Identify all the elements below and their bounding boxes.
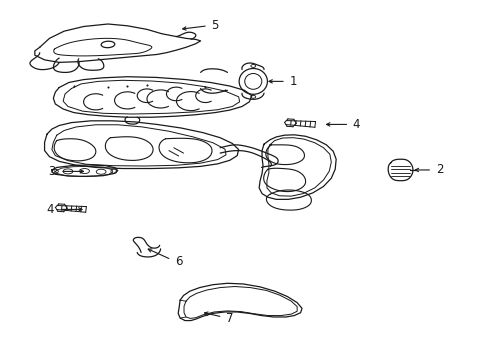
Text: 3: 3 [48, 165, 55, 178]
Text: 6: 6 [174, 255, 182, 268]
Text: 4: 4 [352, 118, 360, 131]
Text: 1: 1 [289, 75, 296, 88]
Text: 7: 7 [225, 312, 233, 325]
Text: 4: 4 [47, 203, 54, 216]
Text: 5: 5 [211, 19, 218, 32]
Text: 2: 2 [435, 163, 442, 176]
